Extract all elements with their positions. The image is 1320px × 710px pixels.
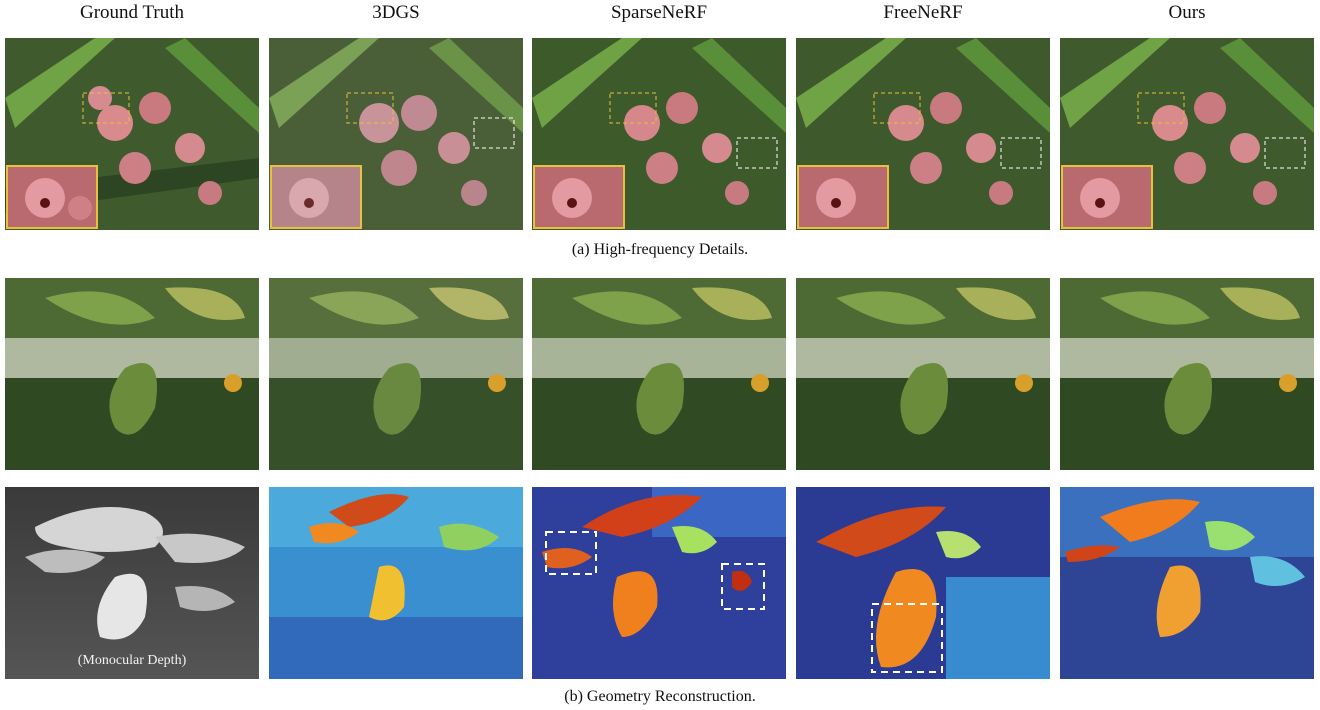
depth-map-image	[1060, 487, 1314, 679]
plant-image	[796, 278, 1050, 470]
plant-panel-freenerf	[796, 278, 1050, 470]
orchid-image	[1060, 38, 1314, 230]
orchid-panel-sparsenerf	[532, 38, 786, 230]
column-header-ground-truth: Ground Truth	[80, 2, 184, 23]
orchid-panel-ours	[1060, 38, 1314, 230]
plant-image	[5, 278, 259, 470]
orchid-panel-3dgs	[269, 38, 523, 230]
plant-panel-ours	[1060, 278, 1314, 470]
plant-panel-ground-truth	[5, 278, 259, 470]
depth-panel-3dgs	[269, 487, 523, 679]
column-header-freenerf: FreeNeRF	[883, 2, 963, 23]
column-header-ours: Ours	[1168, 2, 1206, 23]
monocular-depth-image	[5, 487, 259, 679]
plant-panel-3dgs	[269, 278, 523, 470]
orchid-image	[532, 38, 786, 230]
orchid-image	[269, 38, 523, 230]
depth-map-image	[532, 487, 786, 679]
depth-panel-freenerf	[796, 487, 1050, 679]
orchid-image	[796, 38, 1050, 230]
caption-a: (a) High-frequency Details.	[571, 241, 749, 258]
plant-image	[269, 278, 523, 470]
monocular-depth-label: (Monocular Depth)	[77, 653, 187, 668]
column-header-sparsenerf: SparseNeRF	[610, 2, 708, 23]
depth-panel-sparsenerf	[532, 487, 786, 679]
depth-map-image	[269, 487, 523, 679]
depth-panel-ours	[1060, 487, 1314, 679]
caption-b: (b) Geometry Reconstruction.	[564, 688, 756, 705]
orchid-panel-freenerf	[796, 38, 1050, 230]
depth-panel-ground-truth: (Monocular Depth)	[5, 487, 259, 679]
plant-image	[532, 278, 786, 470]
orchid-panel-ground-truth	[5, 38, 259, 230]
orchid-image	[5, 38, 259, 230]
plant-panel-sparsenerf	[532, 278, 786, 470]
depth-map-image	[796, 487, 1050, 679]
plant-image	[1060, 278, 1314, 470]
column-header-3dgs: 3DGS	[372, 2, 420, 23]
